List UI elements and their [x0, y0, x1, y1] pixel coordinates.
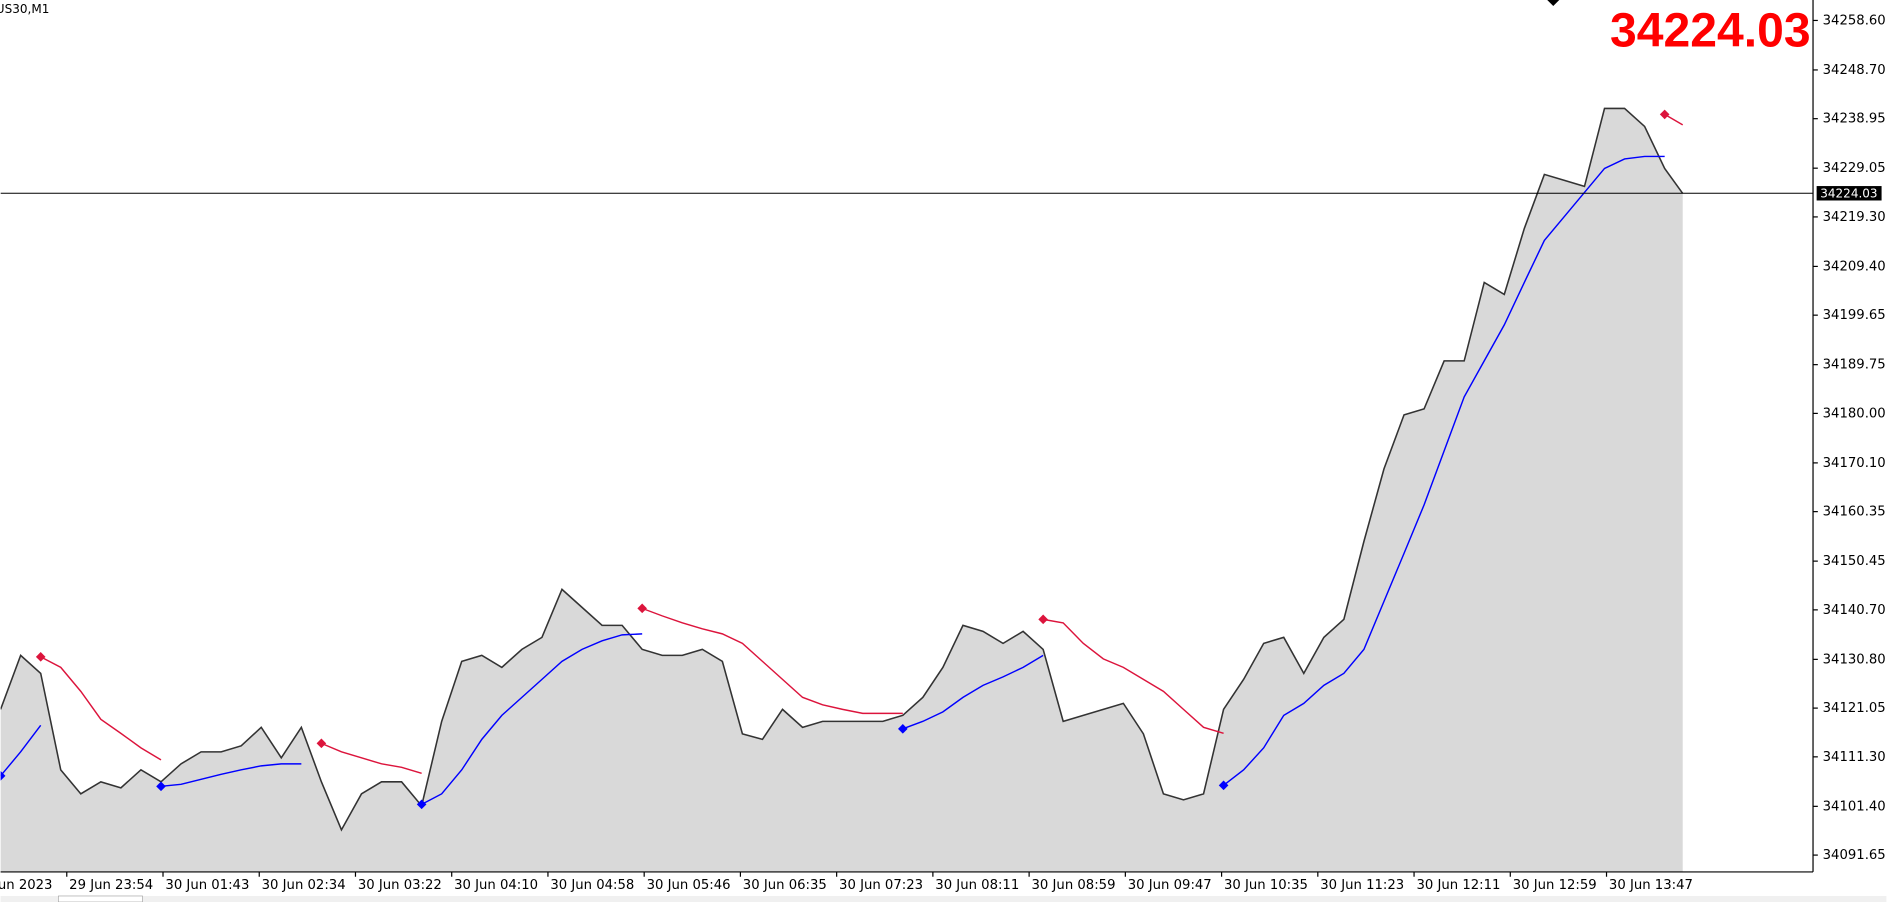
tab-strip	[0, 895, 1887, 902]
trail-line	[0, 155, 1665, 805]
y-tick-label: 34209.40	[1823, 259, 1886, 274]
y-tick-label: 34121.05	[1823, 701, 1886, 716]
symbol-label: US30,M1	[0, 2, 49, 16]
last-price-label: 34224.03	[1820, 186, 1877, 200]
x-tick-label: 30 Jun 02:34	[262, 878, 346, 893]
x-tick-label: 30 Jun 03:22	[358, 878, 442, 893]
y-tick-label: 34229.05	[1823, 161, 1886, 176]
y-tick-label: 34111.30	[1823, 750, 1886, 765]
x-tick-label: 30 Jun 08:11	[935, 878, 1019, 893]
plot-area	[0, 107, 1814, 872]
axes: 34258.60 34248.70 34238.95 34229.05 34219.30…	[0, 13, 1886, 893]
y-tick-label: 34189.75	[1823, 358, 1886, 373]
x-tick-label: 30 Jun 13:47	[1609, 878, 1693, 893]
y-tick-label: 34091.65	[1823, 848, 1886, 863]
marker-icon	[1547, 0, 1560, 7]
x-tick-label: 29 Jun 2023	[0, 878, 52, 893]
x-tick-label: 30 Jun 04:58	[550, 878, 634, 893]
x-tick-label: 29 Jun 23:54	[69, 878, 153, 893]
x-tick-label: 30 Jun 12:11	[1416, 878, 1500, 893]
x-tick-label: 30 Jun 05:46	[647, 878, 731, 893]
x-tick-label: 30 Jun 07:23	[839, 878, 923, 893]
trail-start-marker	[637, 603, 647, 614]
trail-start-marker	[897, 724, 908, 734]
x-tick-label: 30 Jun 10:35	[1224, 878, 1308, 893]
y-tick-label: 34130.80	[1823, 652, 1886, 667]
x-tick-label: 30 Jun 08:59	[1032, 878, 1116, 893]
trail-start-marker	[416, 799, 427, 810]
y-tick-label: 34140.70	[1823, 603, 1886, 618]
y-tick-label: 34170.10	[1823, 456, 1886, 471]
x-tick-label: 30 Jun 06:35	[743, 878, 827, 893]
y-tick-label: 34101.40	[1823, 799, 1886, 814]
x-tick-label: 30 Jun 12:59	[1513, 878, 1597, 893]
y-tick-label: 34248.70	[1823, 63, 1886, 78]
last-price-box	[1816, 186, 1882, 201]
y-tick-label: 34258.60	[1823, 13, 1886, 28]
y-tick-label: 34238.95	[1823, 112, 1886, 127]
last-price-big: 34224.03	[1610, 3, 1811, 57]
price-area	[0, 108, 1683, 872]
y-tick-label: 34150.45	[1823, 554, 1886, 569]
x-tick-label: 30 Jun 09:47	[1128, 878, 1212, 893]
y-tick-label: 34199.65	[1823, 308, 1886, 323]
x-tick-label: 30 Jun 04:10	[454, 878, 538, 893]
trail-start-marker	[35, 652, 46, 662]
tab[interactable]	[58, 895, 143, 902]
y-tick-label: 34219.30	[1823, 210, 1886, 225]
trail-start-marker	[156, 781, 166, 792]
price-line	[0, 107, 1684, 832]
trail-start-marker	[0, 771, 6, 781]
trail-start-marker	[316, 738, 327, 749]
y-tick-label: 34180.00	[1823, 406, 1886, 421]
y-tick-label: 34160.35	[1823, 505, 1886, 520]
x-tick-label: 30 Jun 01:43	[165, 878, 249, 893]
trail-line	[40, 113, 1684, 775]
x-tick-label: 30 Jun 11:23	[1320, 878, 1404, 893]
